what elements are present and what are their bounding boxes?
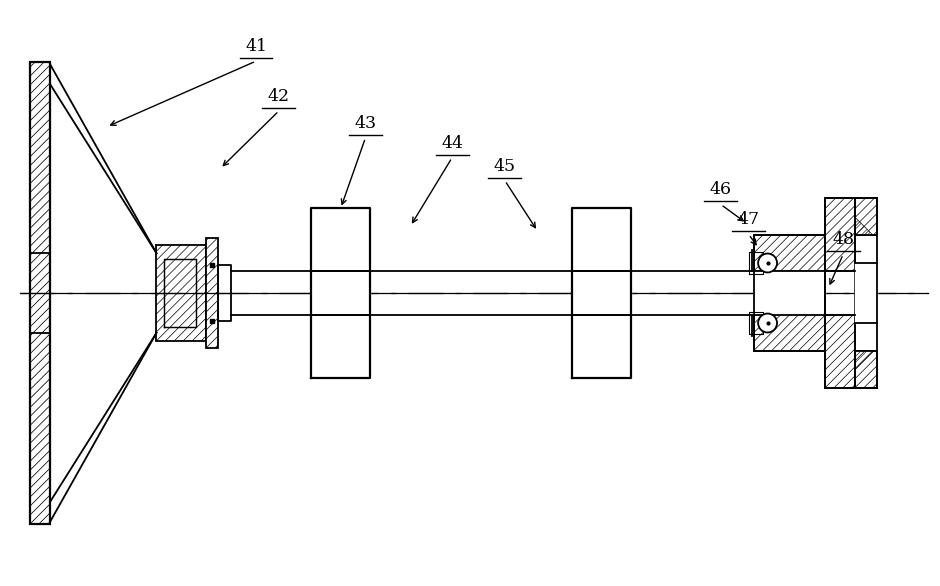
PathPatch shape — [206, 239, 218, 347]
Text: 48: 48 — [832, 231, 854, 248]
PathPatch shape — [855, 217, 873, 235]
PathPatch shape — [156, 245, 206, 341]
Text: 43: 43 — [354, 115, 377, 132]
PathPatch shape — [825, 315, 855, 387]
Circle shape — [759, 254, 777, 272]
PathPatch shape — [855, 199, 877, 235]
Text: 42: 42 — [268, 88, 290, 105]
PathPatch shape — [855, 351, 877, 387]
PathPatch shape — [754, 235, 825, 271]
Polygon shape — [572, 209, 632, 377]
Polygon shape — [754, 271, 825, 315]
PathPatch shape — [855, 351, 873, 369]
Text: 46: 46 — [710, 182, 732, 199]
Text: 47: 47 — [738, 212, 760, 229]
PathPatch shape — [825, 199, 855, 271]
Circle shape — [759, 314, 777, 332]
Text: 44: 44 — [441, 135, 463, 152]
PathPatch shape — [30, 62, 50, 524]
Text: 41: 41 — [245, 38, 267, 55]
Polygon shape — [311, 209, 370, 377]
Text: 45: 45 — [494, 158, 516, 175]
PathPatch shape — [754, 315, 825, 351]
Polygon shape — [855, 263, 877, 323]
